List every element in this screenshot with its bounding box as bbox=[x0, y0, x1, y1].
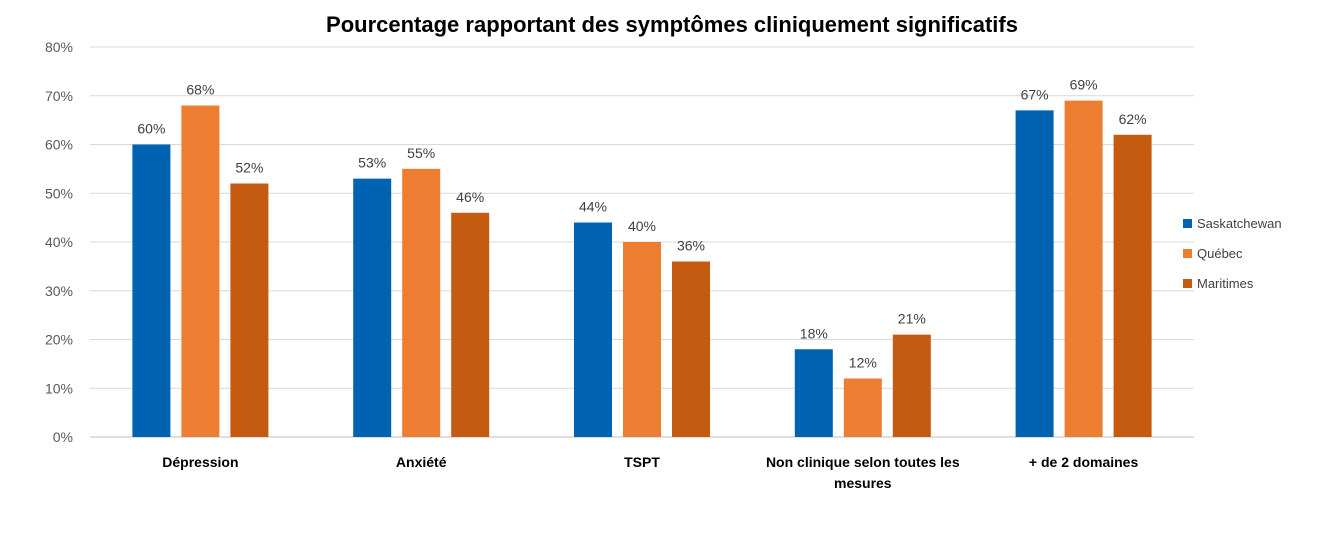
bar bbox=[623, 242, 661, 437]
y-tick-label: 50% bbox=[45, 185, 73, 201]
data-label: 53% bbox=[358, 155, 386, 171]
x-tick-label: mesures bbox=[834, 475, 892, 491]
data-label: 55% bbox=[407, 145, 435, 161]
data-label: 62% bbox=[1119, 111, 1147, 127]
bar bbox=[402, 168, 441, 437]
y-tick-label: 0% bbox=[53, 429, 73, 445]
data-label: 40% bbox=[628, 218, 656, 234]
x-tick-label: + de 2 domaines bbox=[1029, 454, 1139, 470]
data-label: 69% bbox=[1070, 77, 1098, 93]
legend-label: Québec bbox=[1197, 246, 1243, 261]
data-label: 12% bbox=[849, 355, 877, 371]
x-tick-label: Dépression bbox=[162, 454, 238, 470]
x-tick-label: Anxiété bbox=[396, 454, 447, 470]
y-tick-label: 80% bbox=[45, 39, 73, 55]
bar bbox=[574, 222, 612, 437]
data-label: 18% bbox=[800, 325, 828, 341]
data-label: 68% bbox=[186, 82, 214, 98]
bars bbox=[132, 100, 1152, 437]
legend-label: Maritimes bbox=[1197, 276, 1254, 291]
legend-label: Saskatchewan bbox=[1197, 216, 1282, 231]
y-tick-label: 10% bbox=[45, 380, 73, 396]
bar bbox=[892, 334, 931, 437]
bar bbox=[132, 144, 171, 437]
bar bbox=[843, 378, 882, 437]
y-axis-ticks: 0% 10% 20% 30% 40% 50% 60% 70% 80% bbox=[45, 39, 73, 445]
legend: Saskatchewan Québec Maritimes bbox=[1183, 216, 1282, 291]
data-labels: 60% 68% 52% 53% 55% 46% 44% 40% 36% 18% 12% 21% 67% 6… bbox=[137, 77, 1146, 371]
bar bbox=[794, 349, 833, 437]
x-tick-label: TSPT bbox=[624, 454, 660, 470]
bar bbox=[1113, 134, 1152, 437]
data-label: 46% bbox=[456, 189, 484, 205]
data-label: 44% bbox=[579, 199, 607, 215]
data-label: 67% bbox=[1021, 86, 1049, 102]
legend-swatch bbox=[1183, 219, 1192, 228]
x-axis-ticks: Dépression Anxiété TSPT Non clinique selon … bbox=[162, 454, 1138, 491]
legend-swatch bbox=[1183, 279, 1192, 288]
bar bbox=[451, 212, 490, 437]
bar bbox=[181, 105, 220, 437]
legend-swatch bbox=[1183, 249, 1192, 258]
y-tick-label: 20% bbox=[45, 332, 73, 348]
data-label: 21% bbox=[898, 311, 926, 327]
y-tick-label: 60% bbox=[45, 137, 73, 153]
bar bbox=[672, 261, 710, 437]
y-tick-label: 70% bbox=[45, 88, 73, 104]
bar bbox=[1015, 110, 1054, 437]
bar bbox=[1064, 100, 1103, 437]
bar bbox=[230, 183, 269, 437]
y-tick-label: 30% bbox=[45, 283, 73, 299]
data-label: 52% bbox=[235, 160, 263, 176]
y-tick-label: 40% bbox=[45, 234, 73, 250]
data-label: 36% bbox=[677, 238, 705, 254]
chart-title: Pourcentage rapportant des symptômes cli… bbox=[326, 12, 1018, 37]
data-label: 60% bbox=[137, 121, 165, 137]
bar bbox=[353, 178, 392, 437]
x-tick-label: Non clinique selon toutes les bbox=[766, 454, 960, 470]
